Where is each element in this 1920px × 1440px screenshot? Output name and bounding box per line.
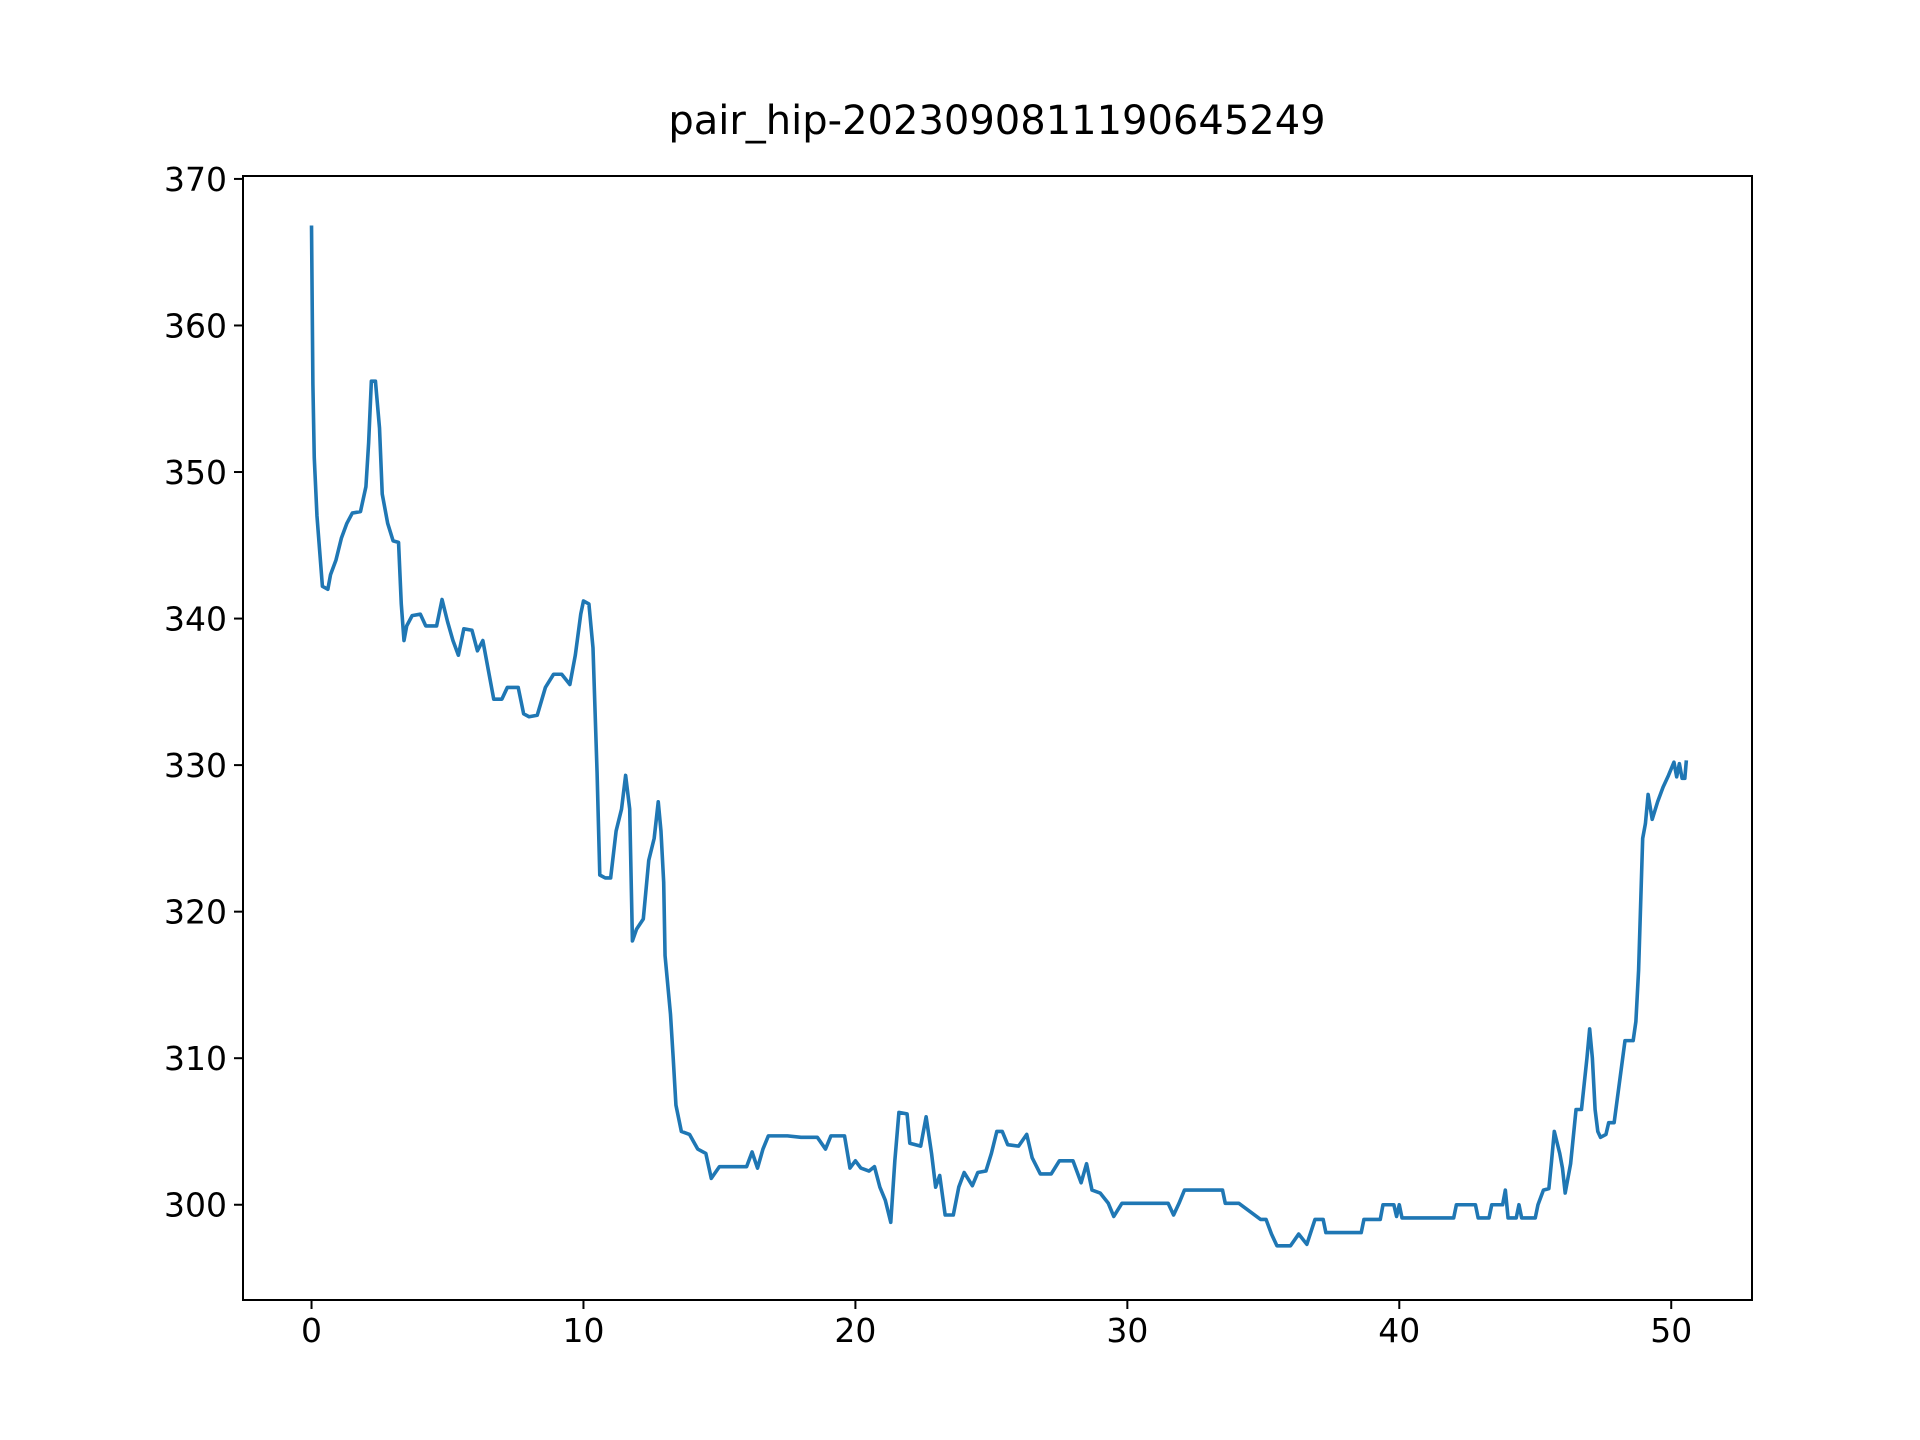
x-tick-label: 40: [1378, 1311, 1420, 1350]
y-tick-label: 350: [164, 453, 227, 492]
y-tick-label: 370: [164, 160, 227, 199]
y-tick-label: 340: [164, 600, 227, 639]
plot-frame: [242, 175, 1753, 1301]
y-tick-label: 320: [164, 893, 227, 932]
y-tick-label: 360: [164, 306, 227, 345]
x-tick-label: 30: [1106, 1311, 1148, 1350]
data-line: [309, 225, 1689, 1248]
x-tick-label: 10: [562, 1311, 604, 1350]
y-tick-label: 300: [164, 1186, 227, 1225]
y-tick-label: 310: [164, 1039, 227, 1078]
x-tick-label: 20: [834, 1311, 876, 1350]
x-tick-label: 50: [1650, 1311, 1692, 1350]
y-tick-label: 330: [164, 746, 227, 785]
chart-title: pair_hip-20230908111906452​49: [668, 98, 1325, 144]
x-tick-label: 0: [301, 1311, 322, 1350]
